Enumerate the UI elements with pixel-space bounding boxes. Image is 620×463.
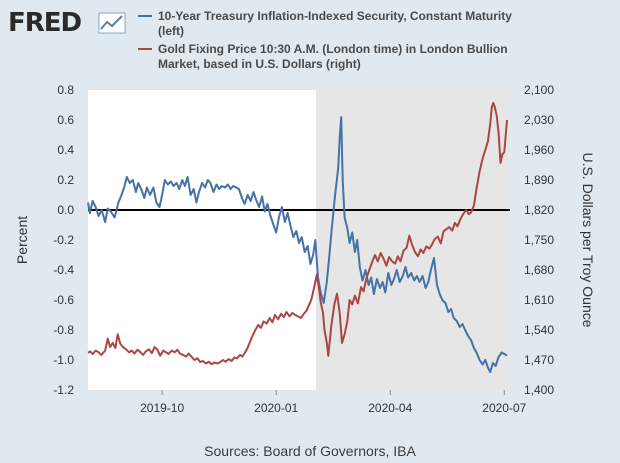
right-tick-label: 2,100 [524,83,554,97]
legend-item-tips: 10-Year Treasury Inflation-Indexed Secur… [138,9,608,39]
legend-label-gold-line2: Market, based in U.S. Dollars (right) [158,57,361,71]
legend-swatch-gold [138,48,152,50]
x-tick-label: 2019-10 [140,401,184,415]
left-tick-label: 0.4 [57,143,74,157]
legend-label-tips-line1: 10-Year Treasury Inflation-Indexed Secur… [158,9,512,23]
fred-logo[interactable]: FRED [8,8,82,38]
x-tick-label: 2020-07 [482,401,526,415]
left-tick-label: -1.0 [53,353,74,367]
legend-label-gold-line1: Gold Fixing Price 10:30 A.M. (London tim… [158,42,508,56]
left-tick-label: -0.2 [53,233,74,247]
right-tick-label: 1,890 [524,173,554,187]
source-note: Sources: Board of Governors, IBA [204,443,416,459]
left-tick-label: -1.2 [53,383,74,397]
chart-header: FRED 10-Year Treasury Inflation-Indexed … [0,0,620,80]
left-tick-label: 0.8 [57,83,74,97]
right-tick-label: 1,960 [524,143,554,157]
left-tick-label: -0.6 [53,293,74,307]
x-tick-label: 2020-01 [254,401,298,415]
x-tick-label: 2020-04 [368,401,412,415]
right-tick-label: 1,610 [524,293,554,307]
left-tick-label: 0.2 [57,173,74,187]
legend-item-gold: Gold Fixing Price 10:30 A.M. (London tim… [138,42,608,72]
left-axis-title: Percent [14,216,30,264]
legend-swatch-tips [138,15,152,17]
right-tick-label: 1,540 [524,323,554,337]
chart-area: 0.8 0.6 0.4 0.2 0.0 -0.2 -0.4 -0.6 -0.8 -1.0 -1.2 2… [14,83,596,415]
right-tick-label: 1,680 [524,263,554,277]
right-tick-label: 1,820 [524,203,554,217]
left-tick-label: 0.6 [57,113,74,127]
left-tick-label: 0.0 [57,203,74,217]
series-line-tips [87,116,508,373]
left-tick-label: -0.8 [53,323,74,337]
series-line-gold [87,101,508,366]
right-tick-label: 1,470 [524,353,554,367]
trend-chart-icon [98,12,126,34]
right-tick-label: 1,750 [524,233,554,247]
left-tick-label: -0.4 [53,263,74,277]
right-tick-label: 1,400 [524,383,554,397]
right-axis-title: U.S. Dollars per Troy Ounce [580,152,596,327]
legend-label-tips-line2: (left) [158,24,184,38]
right-tick-label: 2,030 [524,113,554,127]
